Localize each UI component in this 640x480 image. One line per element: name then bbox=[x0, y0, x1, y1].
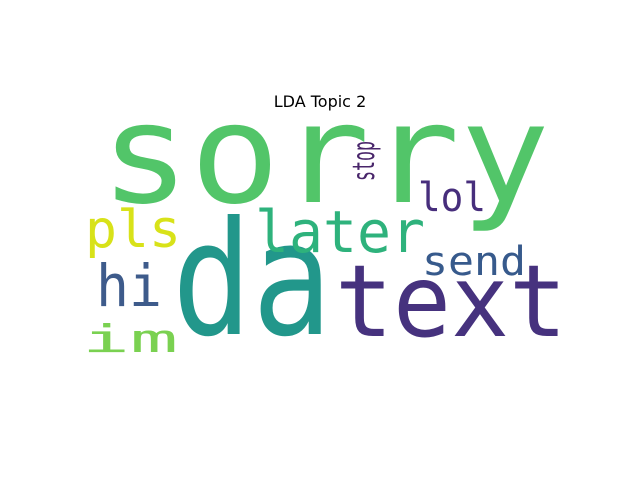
word-stop: im bbox=[82, 317, 178, 361]
word-da: da bbox=[172, 188, 332, 372]
word-send: send bbox=[422, 239, 526, 285]
word-lol: lol bbox=[418, 175, 486, 221]
word-im: stop bbox=[347, 141, 382, 181]
word-hi: hi bbox=[96, 252, 162, 320]
word-pls: pls bbox=[85, 200, 181, 260]
word-text: text bbox=[335, 243, 567, 360]
word-sorry: sorry bbox=[100, 74, 550, 235]
plot-title: LDA Topic 2 bbox=[273, 92, 367, 111]
word-later: later bbox=[255, 198, 425, 266]
